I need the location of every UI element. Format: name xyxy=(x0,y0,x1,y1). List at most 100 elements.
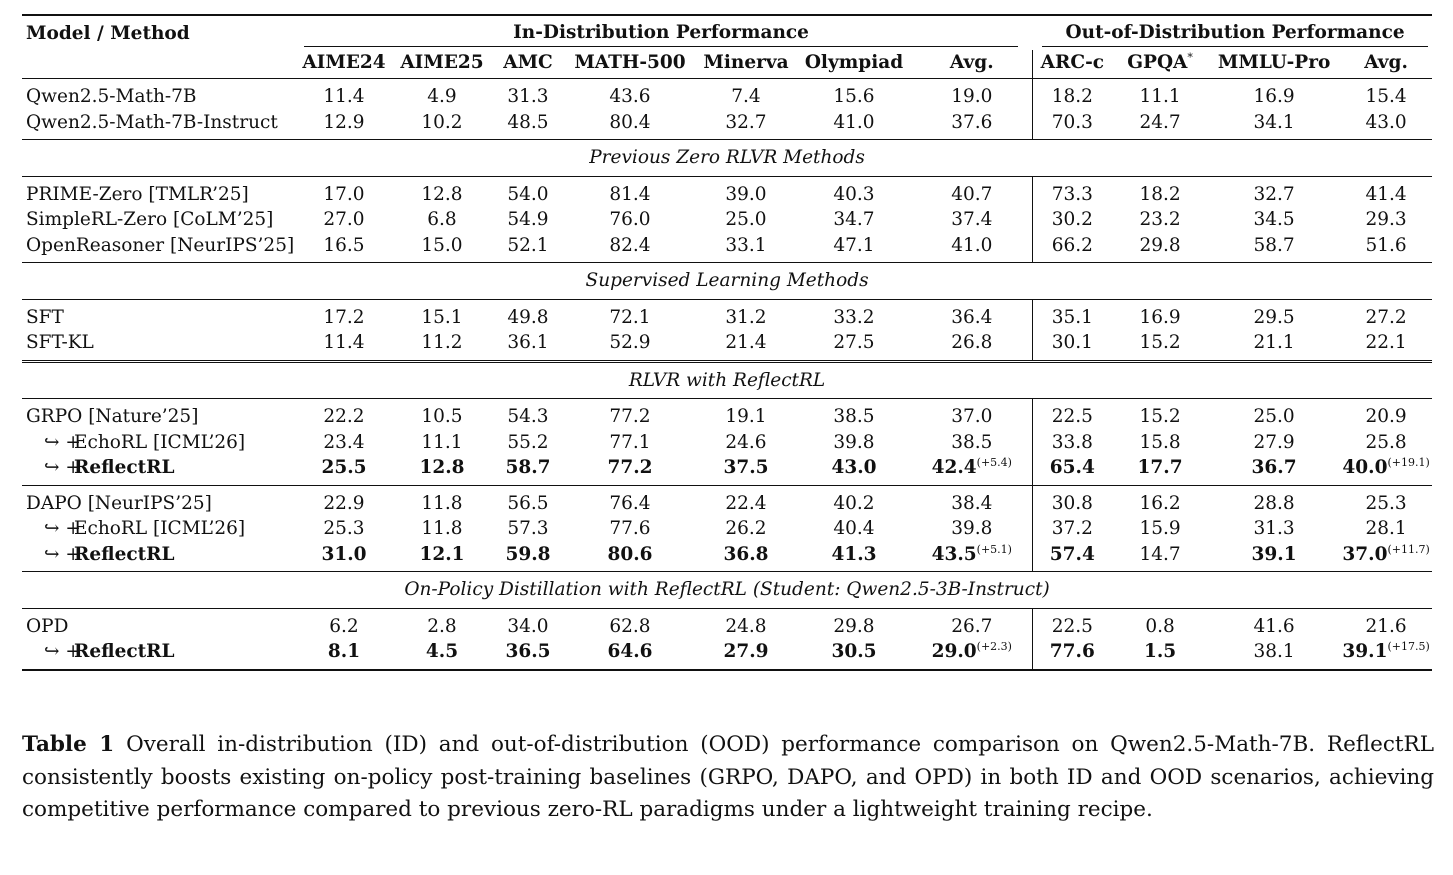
id-score: 27.0 xyxy=(296,207,392,233)
score-value: 30.8 xyxy=(1051,492,1093,514)
score-value: 16.5 xyxy=(323,234,365,256)
id-score: 16.5 xyxy=(296,233,392,263)
id-score: 56.5 xyxy=(492,484,564,516)
score-value: 51.6 xyxy=(1365,234,1407,256)
score-value: 29.8 xyxy=(1139,234,1181,256)
id-score: 12.8 xyxy=(392,175,492,207)
id-score: 62.8 xyxy=(564,607,696,639)
method-label: DAPO [NeurIPS’25] xyxy=(26,492,212,514)
score-value: 38.4 xyxy=(951,492,993,514)
id-score: 25.0 xyxy=(696,207,796,233)
score-value: 12.8 xyxy=(419,457,465,478)
score-value: 18.2 xyxy=(1051,86,1093,107)
id-score: 47.1 xyxy=(796,233,912,263)
table-row: GRPO [Nature’25] 22.2 10.5 54.3 77.2 19.1 38.5… xyxy=(22,398,1433,430)
score-value: 22.5 xyxy=(1051,615,1093,637)
id-score: 43.6 xyxy=(564,78,696,110)
score-value: 10.2 xyxy=(421,111,463,133)
score-value: 77.2 xyxy=(607,457,653,478)
ood-score: 22.5 xyxy=(1032,398,1113,430)
ood-score: 30.2 xyxy=(1032,207,1112,233)
score-value: 37.6 xyxy=(951,111,993,133)
score-value: 34.5 xyxy=(1253,209,1295,230)
ood-score: 27.2 xyxy=(1340,298,1433,330)
score-value: 82.4 xyxy=(609,234,651,256)
score-value: 40.4 xyxy=(833,518,875,539)
score-value: 65.4 xyxy=(1049,457,1095,478)
ood-score: 39.1 xyxy=(1208,542,1340,572)
id-group-header: In-Distribution Performance xyxy=(296,14,1033,50)
score-value: 39.8 xyxy=(833,431,875,453)
score-value: 21.6 xyxy=(1365,615,1407,637)
score-value: 40.7 xyxy=(951,183,993,205)
ood-score: 11.1 xyxy=(1112,78,1209,110)
col-header: Olympiad xyxy=(804,51,904,73)
section-title: RLVR with ReflectRL xyxy=(22,359,1433,399)
score-value: 38.5 xyxy=(833,406,875,427)
col-header: Avg. xyxy=(912,49,1033,79)
score-value: 6.2 xyxy=(329,615,359,637)
id-score: 52.1 xyxy=(492,233,564,263)
score-value: 24.6 xyxy=(725,431,767,453)
ood-score: 29.5 xyxy=(1208,298,1341,330)
score-value: 66.2 xyxy=(1051,234,1093,256)
score-value: 14.7 xyxy=(1139,543,1181,565)
score-value: 41.3 xyxy=(831,543,877,565)
score-value: 16.9 xyxy=(1139,306,1181,328)
ood-score: 28.1 xyxy=(1340,516,1432,542)
method-name: GRPO [Nature’25] xyxy=(22,398,296,430)
id-score: 19.1 xyxy=(696,398,796,430)
ood-group-label: Out-of-Distribution Performance xyxy=(1042,20,1429,47)
id-score: 36.4 xyxy=(912,298,1033,330)
id-score: 54.0 xyxy=(492,175,564,207)
id-score: 8.1 xyxy=(296,639,392,671)
score-value: 11.1 xyxy=(1139,86,1181,107)
method-name: OpenReasoner [NeurIPS’25] xyxy=(22,233,296,263)
id-score: 36.5 xyxy=(492,639,564,671)
score-value: 30.5 xyxy=(831,641,877,662)
score-value: 32.7 xyxy=(725,111,767,133)
id-score: 4.9 xyxy=(392,78,492,110)
id-score: 11.4 xyxy=(296,78,392,110)
score-value: 10.5 xyxy=(421,406,463,427)
score-value: 33.2 xyxy=(833,306,875,328)
score-value: 15.6 xyxy=(833,86,875,107)
ood-score: 43.0 xyxy=(1340,110,1432,140)
score-value: 15.1 xyxy=(421,306,463,328)
ood-score: 39.1(+17.5) xyxy=(1340,639,1433,671)
score-value: 17.0 xyxy=(323,183,365,205)
id-score: 80.4 xyxy=(564,110,696,140)
id-group-label: In-Distribution Performance xyxy=(304,20,1019,47)
table-row: ↪ +EchoRL [ICML’26] 25.3 11.8 57.3 77.6 26.2 4… xyxy=(22,516,1432,542)
method-name: DAPO [NeurIPS’25] xyxy=(22,484,296,516)
table-row: Qwen2.5-Math-7B 11.4 4.9 31.3 43.6 7.4 15.6 19.… xyxy=(22,78,1433,110)
score-value: 24.7 xyxy=(1139,111,1181,133)
table-row: Qwen2.5-Math-7B-Instruct 12.9 10.2 48.5 80.4… xyxy=(22,109,1432,140)
score-value: 23.2 xyxy=(1139,209,1181,230)
score-value: 11.1 xyxy=(421,431,463,453)
score-value: 77.6 xyxy=(1049,641,1095,662)
score-value: 37.4 xyxy=(951,209,993,230)
id-score: 39.8 xyxy=(912,516,1033,542)
ood-score: 21.6 xyxy=(1340,607,1433,639)
id-score: 24.8 xyxy=(696,607,796,639)
score-value: 2.8 xyxy=(427,615,457,637)
ood-score: 37.2 xyxy=(1032,516,1112,542)
section-row: Supervised Learning Methods xyxy=(22,262,1433,299)
ood-score: 41.6 xyxy=(1208,607,1341,639)
score-value: 16.2 xyxy=(1139,492,1181,514)
method-name: ↪ +ReflectRL xyxy=(22,542,296,572)
id-score: 38.5 xyxy=(796,398,912,430)
score-value: 81.4 xyxy=(609,183,651,205)
score-value: 26.7 xyxy=(951,615,993,637)
ood-score: 18.2 xyxy=(1112,175,1209,207)
id-score: 11.1 xyxy=(392,430,492,456)
col-header: MMLU-Pro xyxy=(1217,51,1331,73)
gain-annotation: (+5.1) xyxy=(976,542,1012,556)
score-value: 33.8 xyxy=(1051,431,1093,453)
method-label: OpenReasoner [NeurIPS’25] xyxy=(26,234,295,256)
id-score: 22.9 xyxy=(296,484,392,516)
gpqa-label: GPQA xyxy=(1127,51,1188,73)
score-value: 32.7 xyxy=(1253,183,1295,205)
id-score: 54.3 xyxy=(492,398,564,430)
